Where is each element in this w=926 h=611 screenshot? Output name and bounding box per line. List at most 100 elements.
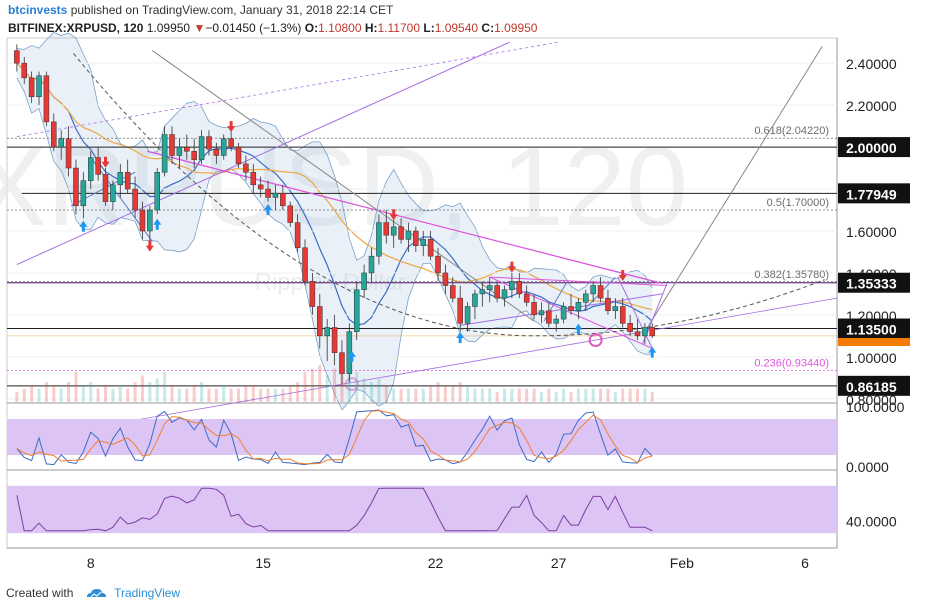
volume-bar	[406, 388, 410, 402]
volume-bar	[347, 365, 351, 402]
volume-bar	[170, 385, 174, 402]
volume-bar	[495, 392, 499, 402]
bearish-candle	[95, 157, 101, 175]
bullish-candle	[272, 192, 279, 198]
bearish-candle	[619, 306, 626, 324]
volume-bar	[200, 382, 204, 402]
bullish-candle	[509, 281, 515, 290]
bullish-candle	[464, 306, 471, 324]
price-line-tag	[838, 183, 910, 204]
change-arrow-icon: ▼	[193, 21, 206, 35]
bullish-candle	[147, 209, 153, 232]
author-name[interactable]: btcinvests	[8, 3, 68, 17]
price-line-tag	[838, 137, 910, 158]
buy-signal-arrow-icon	[456, 331, 465, 343]
buy-signal-arrow-icon	[648, 346, 657, 358]
change-value: −0.01450 (−1.3%)	[205, 21, 302, 35]
bearish-candle	[235, 146, 242, 165]
buy-signal-arrow-icon	[79, 220, 88, 232]
volume-bar	[310, 368, 314, 402]
volume-bar	[148, 382, 152, 402]
price-axis-label: 2.40000	[846, 56, 897, 72]
time-axis-label: 8	[87, 555, 95, 571]
bullish-candle	[472, 293, 478, 307]
bearish-candle	[649, 327, 656, 337]
volume-bar	[650, 392, 654, 402]
time-axis-label: 6	[801, 555, 809, 571]
open-value: 1.10800	[318, 21, 362, 35]
volume-bar	[52, 385, 56, 402]
volume-bar	[59, 388, 63, 402]
trend-line	[617, 276, 653, 349]
bullish-candle	[486, 285, 493, 290]
last-price-tag	[838, 337, 910, 346]
rsi-band	[7, 485, 837, 534]
high-key: H:	[364, 21, 378, 35]
bearish-candle	[287, 205, 293, 223]
volume-bar	[399, 388, 403, 402]
volume-bar	[44, 382, 48, 402]
bullish-candle	[575, 302, 582, 311]
tradingview-link[interactable]: TradingView	[114, 586, 181, 600]
bullish-candle	[501, 289, 508, 299]
trend-line	[16, 41, 559, 137]
volume-bar	[251, 385, 255, 402]
volume-bar	[244, 385, 248, 402]
volume-bar	[643, 388, 647, 402]
volume-bar	[458, 382, 462, 402]
fib-level-label: 0.618(2.04220)	[754, 125, 829, 137]
price-axis-label: 1.00000	[846, 350, 897, 366]
fib-level-label: 0.236(0.93440)	[754, 358, 829, 370]
volume-bar	[562, 388, 566, 402]
volume-bar	[296, 382, 300, 402]
bearish-candle	[435, 255, 441, 274]
volume-bar	[569, 392, 573, 402]
bullish-candle	[560, 306, 567, 320]
volume-bar	[628, 388, 632, 402]
bullish-candle	[642, 327, 648, 337]
volume-bar	[237, 388, 241, 402]
volume-bar	[303, 372, 307, 402]
bearish-candle	[213, 148, 220, 156]
bollinger-band-fill	[16, 32, 653, 410]
volume-bar	[222, 385, 226, 402]
rsi-axis-label: 40.0000	[846, 513, 897, 529]
stochastic-axis-label: 100.0000	[846, 399, 905, 415]
volume-bar	[104, 385, 108, 402]
volume-bar	[266, 388, 270, 402]
close-value: 1.09950	[494, 21, 538, 35]
volume-bar	[74, 372, 78, 402]
volume-bar	[207, 388, 211, 402]
price-line-tag	[838, 318, 910, 339]
open-key: O:	[304, 21, 319, 35]
volume-bar	[126, 388, 130, 402]
bearish-candle	[302, 247, 308, 282]
time-axis-label: 27	[551, 555, 567, 571]
trend-line	[152, 50, 535, 322]
volume-bar	[606, 388, 610, 402]
time-axis-label: 15	[255, 555, 271, 571]
volume-bar	[636, 388, 640, 402]
bearish-candle	[331, 327, 338, 353]
bollinger-lower-line	[16, 77, 653, 411]
last-price: 1.09950	[146, 21, 191, 35]
volume-bar	[281, 388, 285, 402]
stochastic-d-line	[16, 410, 653, 465]
bearish-candle	[546, 310, 552, 324]
volume-bar	[333, 368, 337, 402]
symbol-legend: BITFINEX:XRPUSD, 120 1.09950 ▼−0.01450 (…	[8, 21, 537, 35]
price-axis-label: 2.20000	[846, 98, 897, 114]
bullish-candle	[368, 255, 375, 274]
bearish-candle	[257, 184, 264, 190]
volume-bar	[554, 392, 558, 402]
volume-bar	[325, 375, 329, 402]
bearish-candle	[132, 188, 138, 211]
bearish-candle	[413, 230, 419, 246]
close-key: C:	[481, 21, 495, 35]
volume-bar	[576, 388, 580, 402]
bearish-candle	[627, 323, 633, 332]
buy-signal-arrow-icon	[264, 204, 273, 216]
bearish-candle	[51, 121, 57, 148]
sell-signal-arrow-icon	[145, 240, 154, 252]
